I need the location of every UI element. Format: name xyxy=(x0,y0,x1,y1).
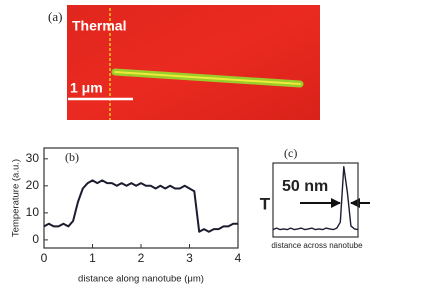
x-tick-label: 4 xyxy=(235,251,242,265)
nanotube-core xyxy=(114,71,301,85)
panel-label: (a) xyxy=(48,9,62,24)
annotation: 50 nm xyxy=(282,178,328,195)
y-tick-label: 30 xyxy=(26,151,40,165)
scale-bar-label: 1 μm xyxy=(70,80,103,96)
panel-label: (b) xyxy=(65,150,79,164)
y-tick-label: 10 xyxy=(26,205,40,219)
x-tick-label: 3 xyxy=(186,251,193,265)
x-axis-label: distance across nanotube xyxy=(271,241,363,250)
x-tick-label: 2 xyxy=(138,251,145,265)
plot-frame xyxy=(272,162,359,238)
data-line xyxy=(272,166,359,231)
x-tick-label: 1 xyxy=(89,251,96,265)
y-axis-label: T xyxy=(260,194,271,213)
y-tick-label: 0 xyxy=(32,232,39,246)
panel-label: (c) xyxy=(284,146,297,160)
x-tick-label: 0 xyxy=(41,251,48,265)
data-line xyxy=(43,179,238,233)
y-tick-label: 20 xyxy=(26,178,40,192)
y-axis-label: Temperature (a.u.) xyxy=(11,159,22,237)
x-axis-label: distance along nanotube (μm) xyxy=(78,274,204,285)
image-title: Thermal xyxy=(72,18,126,34)
